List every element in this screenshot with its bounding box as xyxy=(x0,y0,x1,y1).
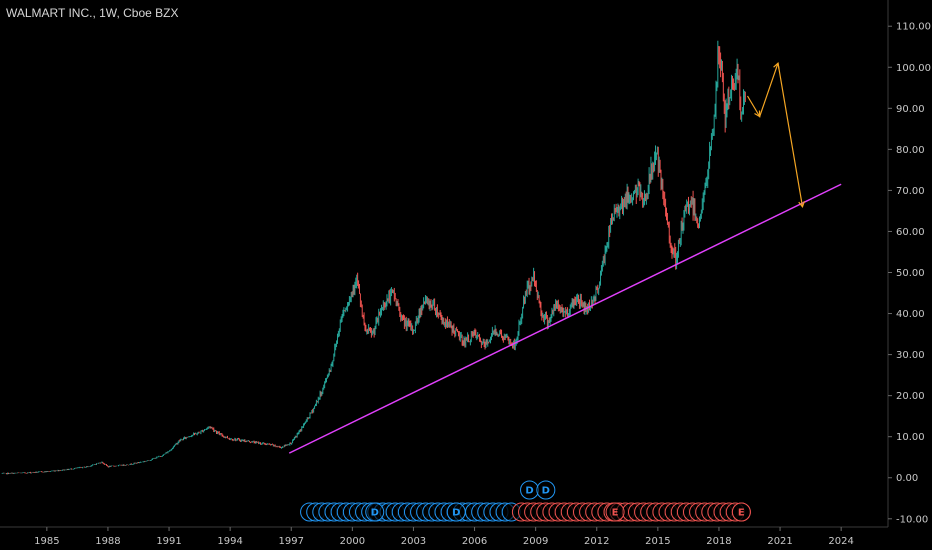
earnings-marker xyxy=(731,502,751,522)
x-tick-label: 2015 xyxy=(645,536,670,547)
projection-arrowhead xyxy=(773,61,780,70)
x-tick-label: 2003 xyxy=(401,536,426,547)
projection-path xyxy=(746,63,804,207)
projection-arrowhead xyxy=(754,110,761,118)
x-tick-label: 2012 xyxy=(584,536,609,547)
dividend-marker xyxy=(365,502,385,522)
candlestick-series xyxy=(1,40,746,475)
earnings-marker-letter: E xyxy=(612,508,619,519)
x-tick-label: 1997 xyxy=(279,536,304,547)
y-tick-label: -10.00 xyxy=(896,514,928,525)
x-tick-label: 2021 xyxy=(767,536,792,547)
x-tick-label: 1988 xyxy=(95,536,120,547)
y-tick-label: 60.00 xyxy=(896,227,925,238)
dividend-marker-letter: D xyxy=(525,486,533,497)
event-markers: D D E ED D xyxy=(300,480,751,522)
x-tick-label: 2009 xyxy=(523,536,548,547)
drawing-overlays xyxy=(288,61,842,454)
x-tick-label: 2000 xyxy=(340,536,365,547)
x-axis: 1985 1988 1991 1994 1997 2000 2003 2006 2009 2012… xyxy=(34,527,854,547)
y-tick-label: 110.00 xyxy=(896,22,931,33)
x-tick-label: 1985 xyxy=(34,536,59,547)
dividend-marker-letter: D xyxy=(371,508,379,519)
y-tick-label: 0.00 xyxy=(896,473,918,484)
dividend-marker xyxy=(536,480,556,500)
y-tick-label: 40.00 xyxy=(896,309,925,320)
y-tick-label: 10.00 xyxy=(896,432,925,443)
y-tick-label: 90.00 xyxy=(896,104,925,115)
x-tick-label: 2006 xyxy=(462,536,487,547)
chart-title: WALMART INC., 1W, Cboe BZX xyxy=(6,6,179,20)
x-tick-label: 1994 xyxy=(217,536,242,547)
dividend-marker-letter: D xyxy=(542,486,550,497)
y-tick-label: 20.00 xyxy=(896,391,925,402)
dividend-marker xyxy=(446,502,466,522)
earnings-marker xyxy=(605,502,625,522)
x-tick-label: 2024 xyxy=(828,536,853,547)
y-axis: 110.00 100.00 90.00 80.00 70.00 60.00 50.00 40.… xyxy=(888,22,931,525)
y-tick-label: 70.00 xyxy=(896,186,925,197)
support-trendline xyxy=(288,183,842,454)
projection-arrowhead xyxy=(798,200,805,209)
y-tick-label: 50.00 xyxy=(896,268,925,279)
x-tick-label: 1991 xyxy=(156,536,181,547)
y-tick-label: 80.00 xyxy=(896,145,925,156)
earnings-marker-letter: E xyxy=(738,508,745,519)
y-tick-label: 100.00 xyxy=(896,63,931,74)
dividend-marker-letter: D xyxy=(452,508,460,519)
y-tick-label: 30.00 xyxy=(896,350,925,361)
x-tick-label: 2018 xyxy=(706,536,731,547)
